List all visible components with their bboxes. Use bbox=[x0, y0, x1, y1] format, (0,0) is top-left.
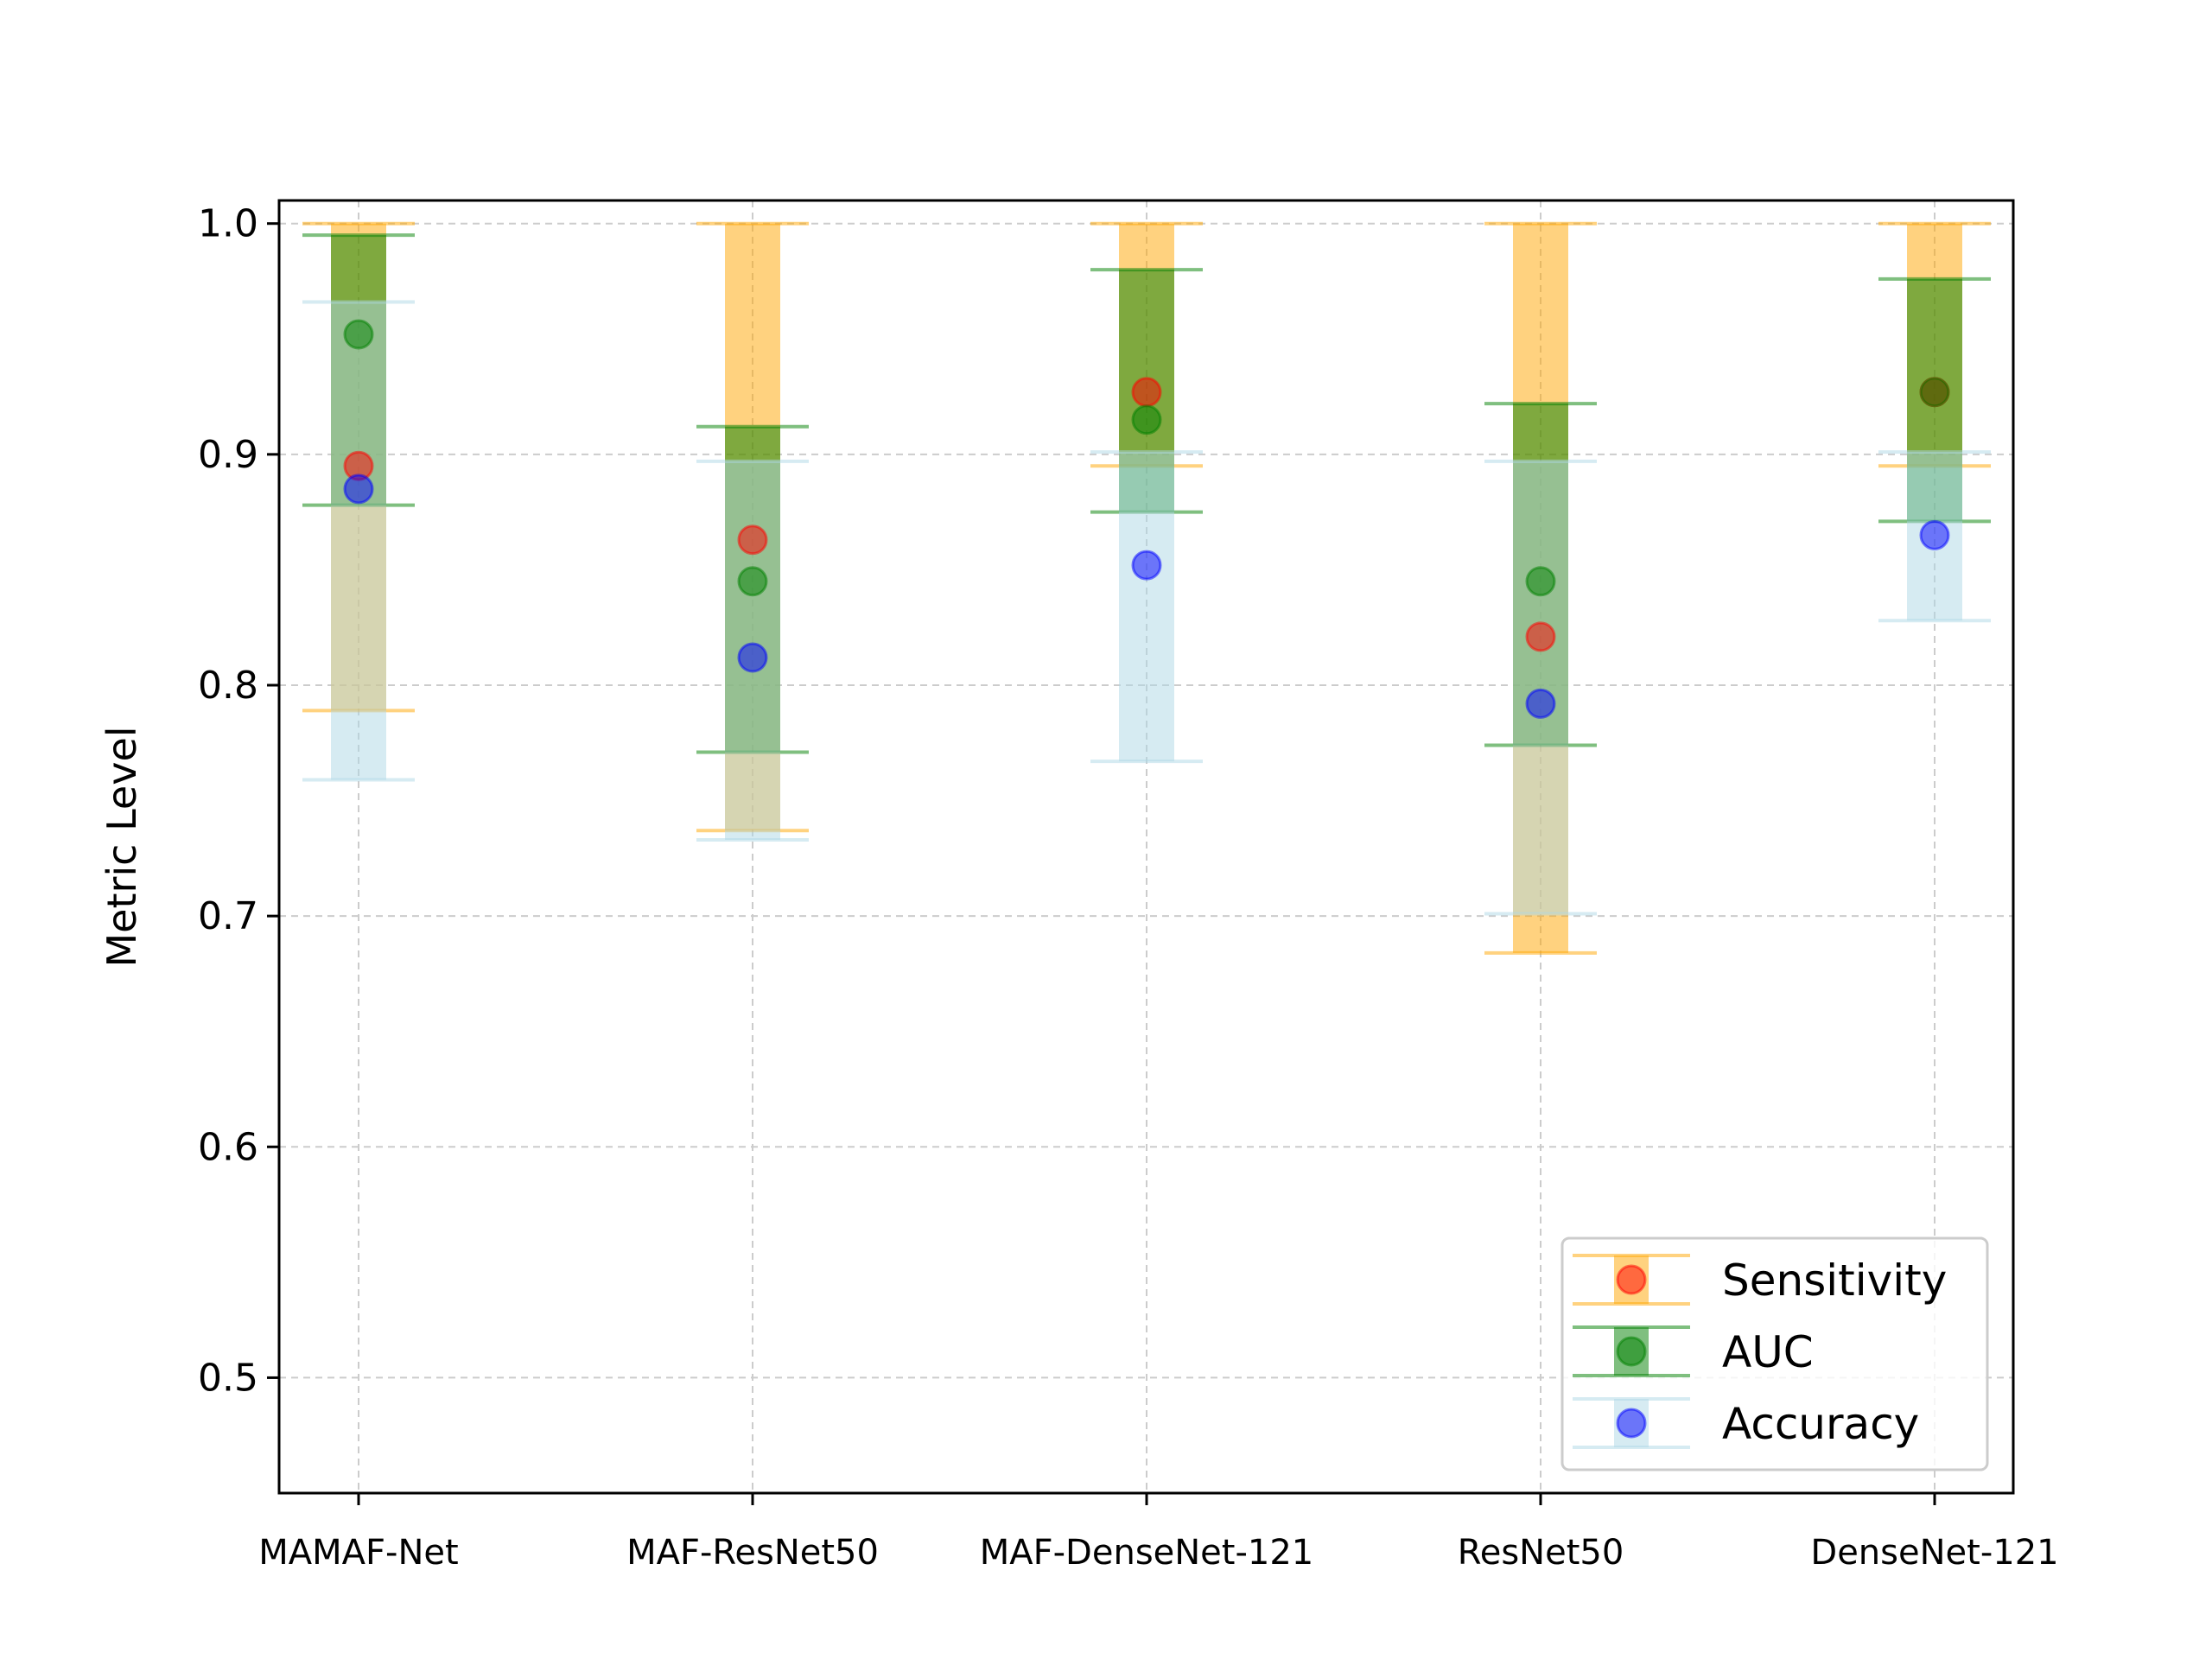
auc-point bbox=[1131, 404, 1162, 435]
accuracy-point bbox=[1525, 688, 1556, 719]
sensitivity-point bbox=[1525, 621, 1556, 652]
accuracy-legend-label: Accuracy bbox=[1722, 1399, 1919, 1449]
y-tick-label: 0.5 bbox=[198, 1356, 258, 1400]
legend-box bbox=[1560, 1236, 1989, 1471]
auc-point bbox=[737, 566, 768, 597]
x-tick-label: ResNet50 bbox=[1458, 1533, 1624, 1573]
markers-layer bbox=[343, 319, 1950, 719]
accuracy-point bbox=[343, 474, 374, 505]
x-tick-label: MAF-DenseNet-121 bbox=[980, 1533, 1314, 1573]
accuracy-point bbox=[1919, 519, 1950, 550]
x-tick-label: MAMAF-Net bbox=[258, 1533, 458, 1573]
x-axis: MAMAF-Net MAF-ResNet50 MAF-DenseNet-121 Res… bbox=[258, 1493, 2059, 1573]
legend: Sensitivity AUC Accuracy bbox=[1560, 1236, 1989, 1471]
error-bars-layer bbox=[302, 221, 1991, 955]
accuracy-point bbox=[737, 642, 768, 673]
y-tick-label: 0.7 bbox=[198, 894, 258, 938]
x-tick-label: MAF-ResNet50 bbox=[626, 1533, 879, 1573]
y-tick-label: 0.8 bbox=[198, 664, 258, 708]
sensitivity-point bbox=[737, 524, 768, 556]
sensitivity-legend-marker bbox=[1616, 1264, 1647, 1295]
y-tick-label: 1.0 bbox=[198, 202, 258, 246]
y-tick-label: 0.6 bbox=[198, 1125, 258, 1169]
auc-point bbox=[1525, 566, 1556, 597]
accuracy-error-bar bbox=[1119, 452, 1174, 762]
auc-legend-marker bbox=[1616, 1336, 1647, 1367]
y-axis-label: Metric Level bbox=[99, 726, 145, 967]
sensitivity-point bbox=[1131, 377, 1162, 408]
accuracy-point bbox=[1131, 550, 1162, 581]
accuracy-error-bar bbox=[331, 302, 386, 780]
y-axis: 0.5 0.6 0.7 0.8 0.9 1.0 bbox=[198, 202, 279, 1400]
x-tick-label: DenseNet-121 bbox=[1810, 1533, 2058, 1573]
y-tick-label: 0.9 bbox=[198, 433, 258, 477]
auc-point bbox=[1919, 377, 1950, 408]
accuracy-legend-marker bbox=[1616, 1408, 1647, 1439]
auc-point bbox=[343, 319, 374, 350]
auc-legend-label: AUC bbox=[1722, 1327, 1814, 1377]
sensitivity-legend-label: Sensitivity bbox=[1722, 1255, 1947, 1306]
accuracy-error-bar bbox=[1513, 461, 1568, 914]
